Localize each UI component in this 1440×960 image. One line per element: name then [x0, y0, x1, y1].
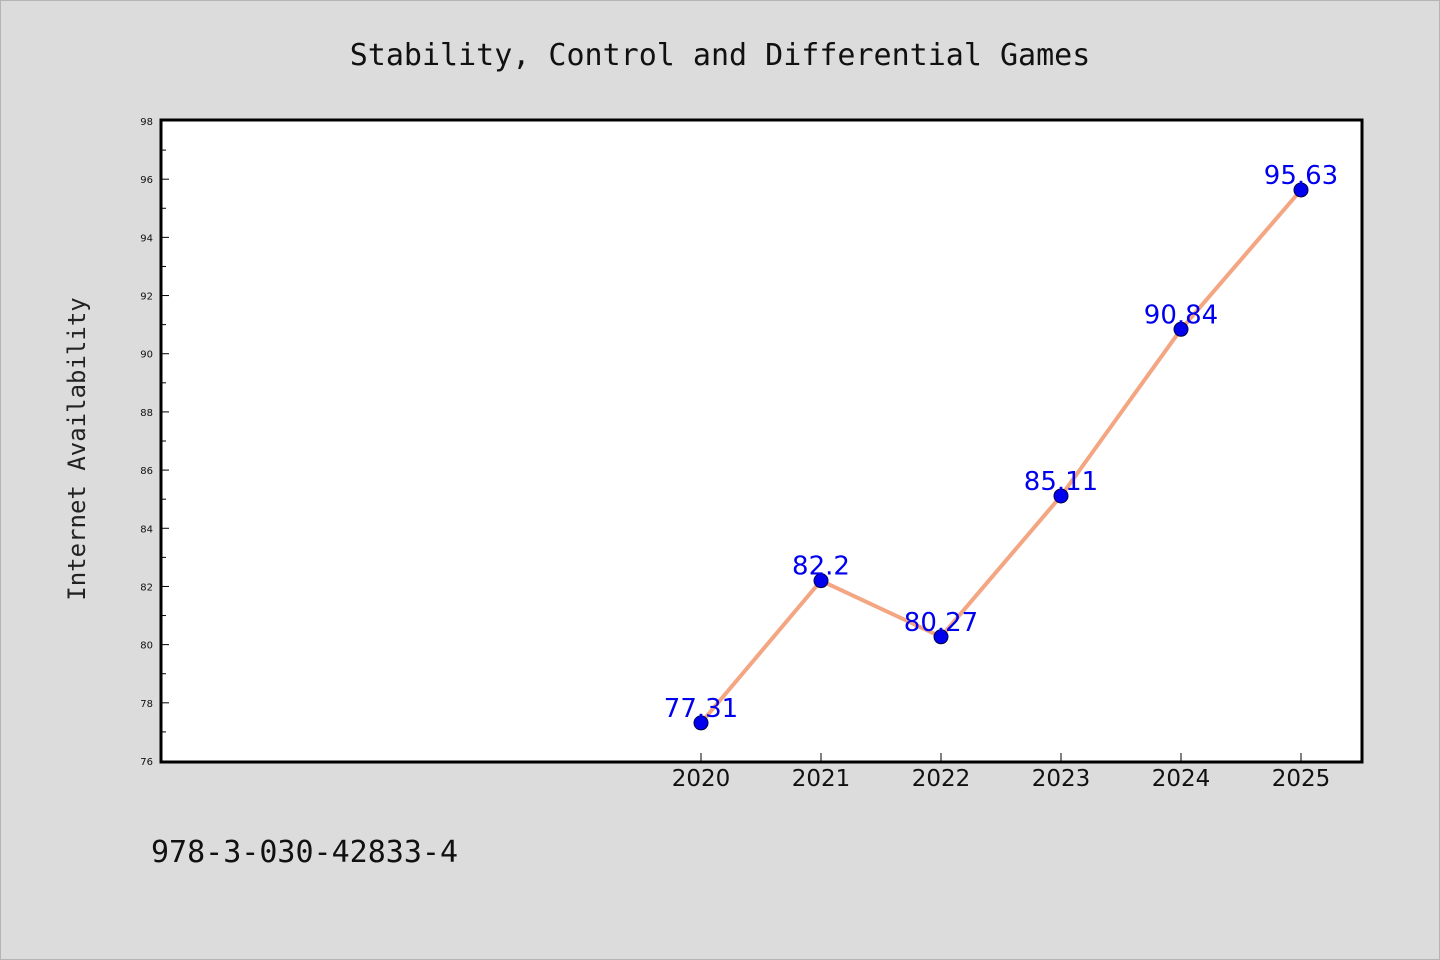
data-label: 82.2	[792, 552, 850, 582]
data-point	[933, 629, 949, 645]
y-tick-label: 88	[140, 408, 153, 419]
y-tick-label: 78	[140, 699, 153, 710]
x-tick-label: 2021	[792, 766, 851, 792]
x-tick-label: 2022	[912, 766, 971, 792]
y-tick-label: 82	[140, 582, 153, 593]
y-axis-label: Internet Availability	[63, 297, 91, 600]
data-label: 77.31	[664, 694, 738, 724]
y-axis: 76 78 80 82 84 86 88 90 92 94 96 98	[140, 117, 169, 768]
y-tick-label: 80	[140, 641, 153, 652]
data-point	[1173, 321, 1189, 337]
y-tick-label: 76	[140, 757, 153, 768]
data-labels: 77.31 82.2 80.27 85.11 90.84 95.63	[664, 161, 1338, 724]
chart-title: Stability, Control and Differential Game…	[350, 38, 1091, 73]
x-tick-label: 2024	[1152, 766, 1211, 792]
data-point	[693, 715, 709, 731]
data-label: 80.27	[904, 608, 978, 638]
data-markers	[693, 182, 1309, 731]
data-label: 95.63	[1264, 161, 1338, 191]
data-point	[1293, 182, 1309, 198]
data-point	[813, 573, 829, 589]
y-tick-label: 84	[140, 524, 153, 535]
y-tick-label: 90	[140, 350, 153, 361]
x-tick-label: 2020	[672, 766, 731, 792]
y-tick-label: 96	[140, 175, 153, 186]
data-label: 85.11	[1024, 467, 1098, 497]
y-tick-label: 98	[140, 117, 153, 128]
x-tick-label: 2023	[1032, 766, 1091, 792]
plot-area	[159, 118, 1364, 764]
y-tick-label: 92	[140, 292, 153, 303]
y-tick-label: 86	[140, 466, 153, 477]
y-tick-label: 94	[140, 233, 153, 244]
x-tick-label: 2025	[1272, 766, 1331, 792]
series-line-path	[699, 187, 1303, 725]
data-label: 90.84	[1144, 300, 1218, 330]
series-line	[699, 187, 1303, 725]
data-point	[1053, 488, 1069, 504]
isbn-caption: 978-3-030-42833-4	[151, 835, 459, 870]
x-axis: 2020 2021 2022 2023 2024 2025	[672, 753, 1331, 792]
